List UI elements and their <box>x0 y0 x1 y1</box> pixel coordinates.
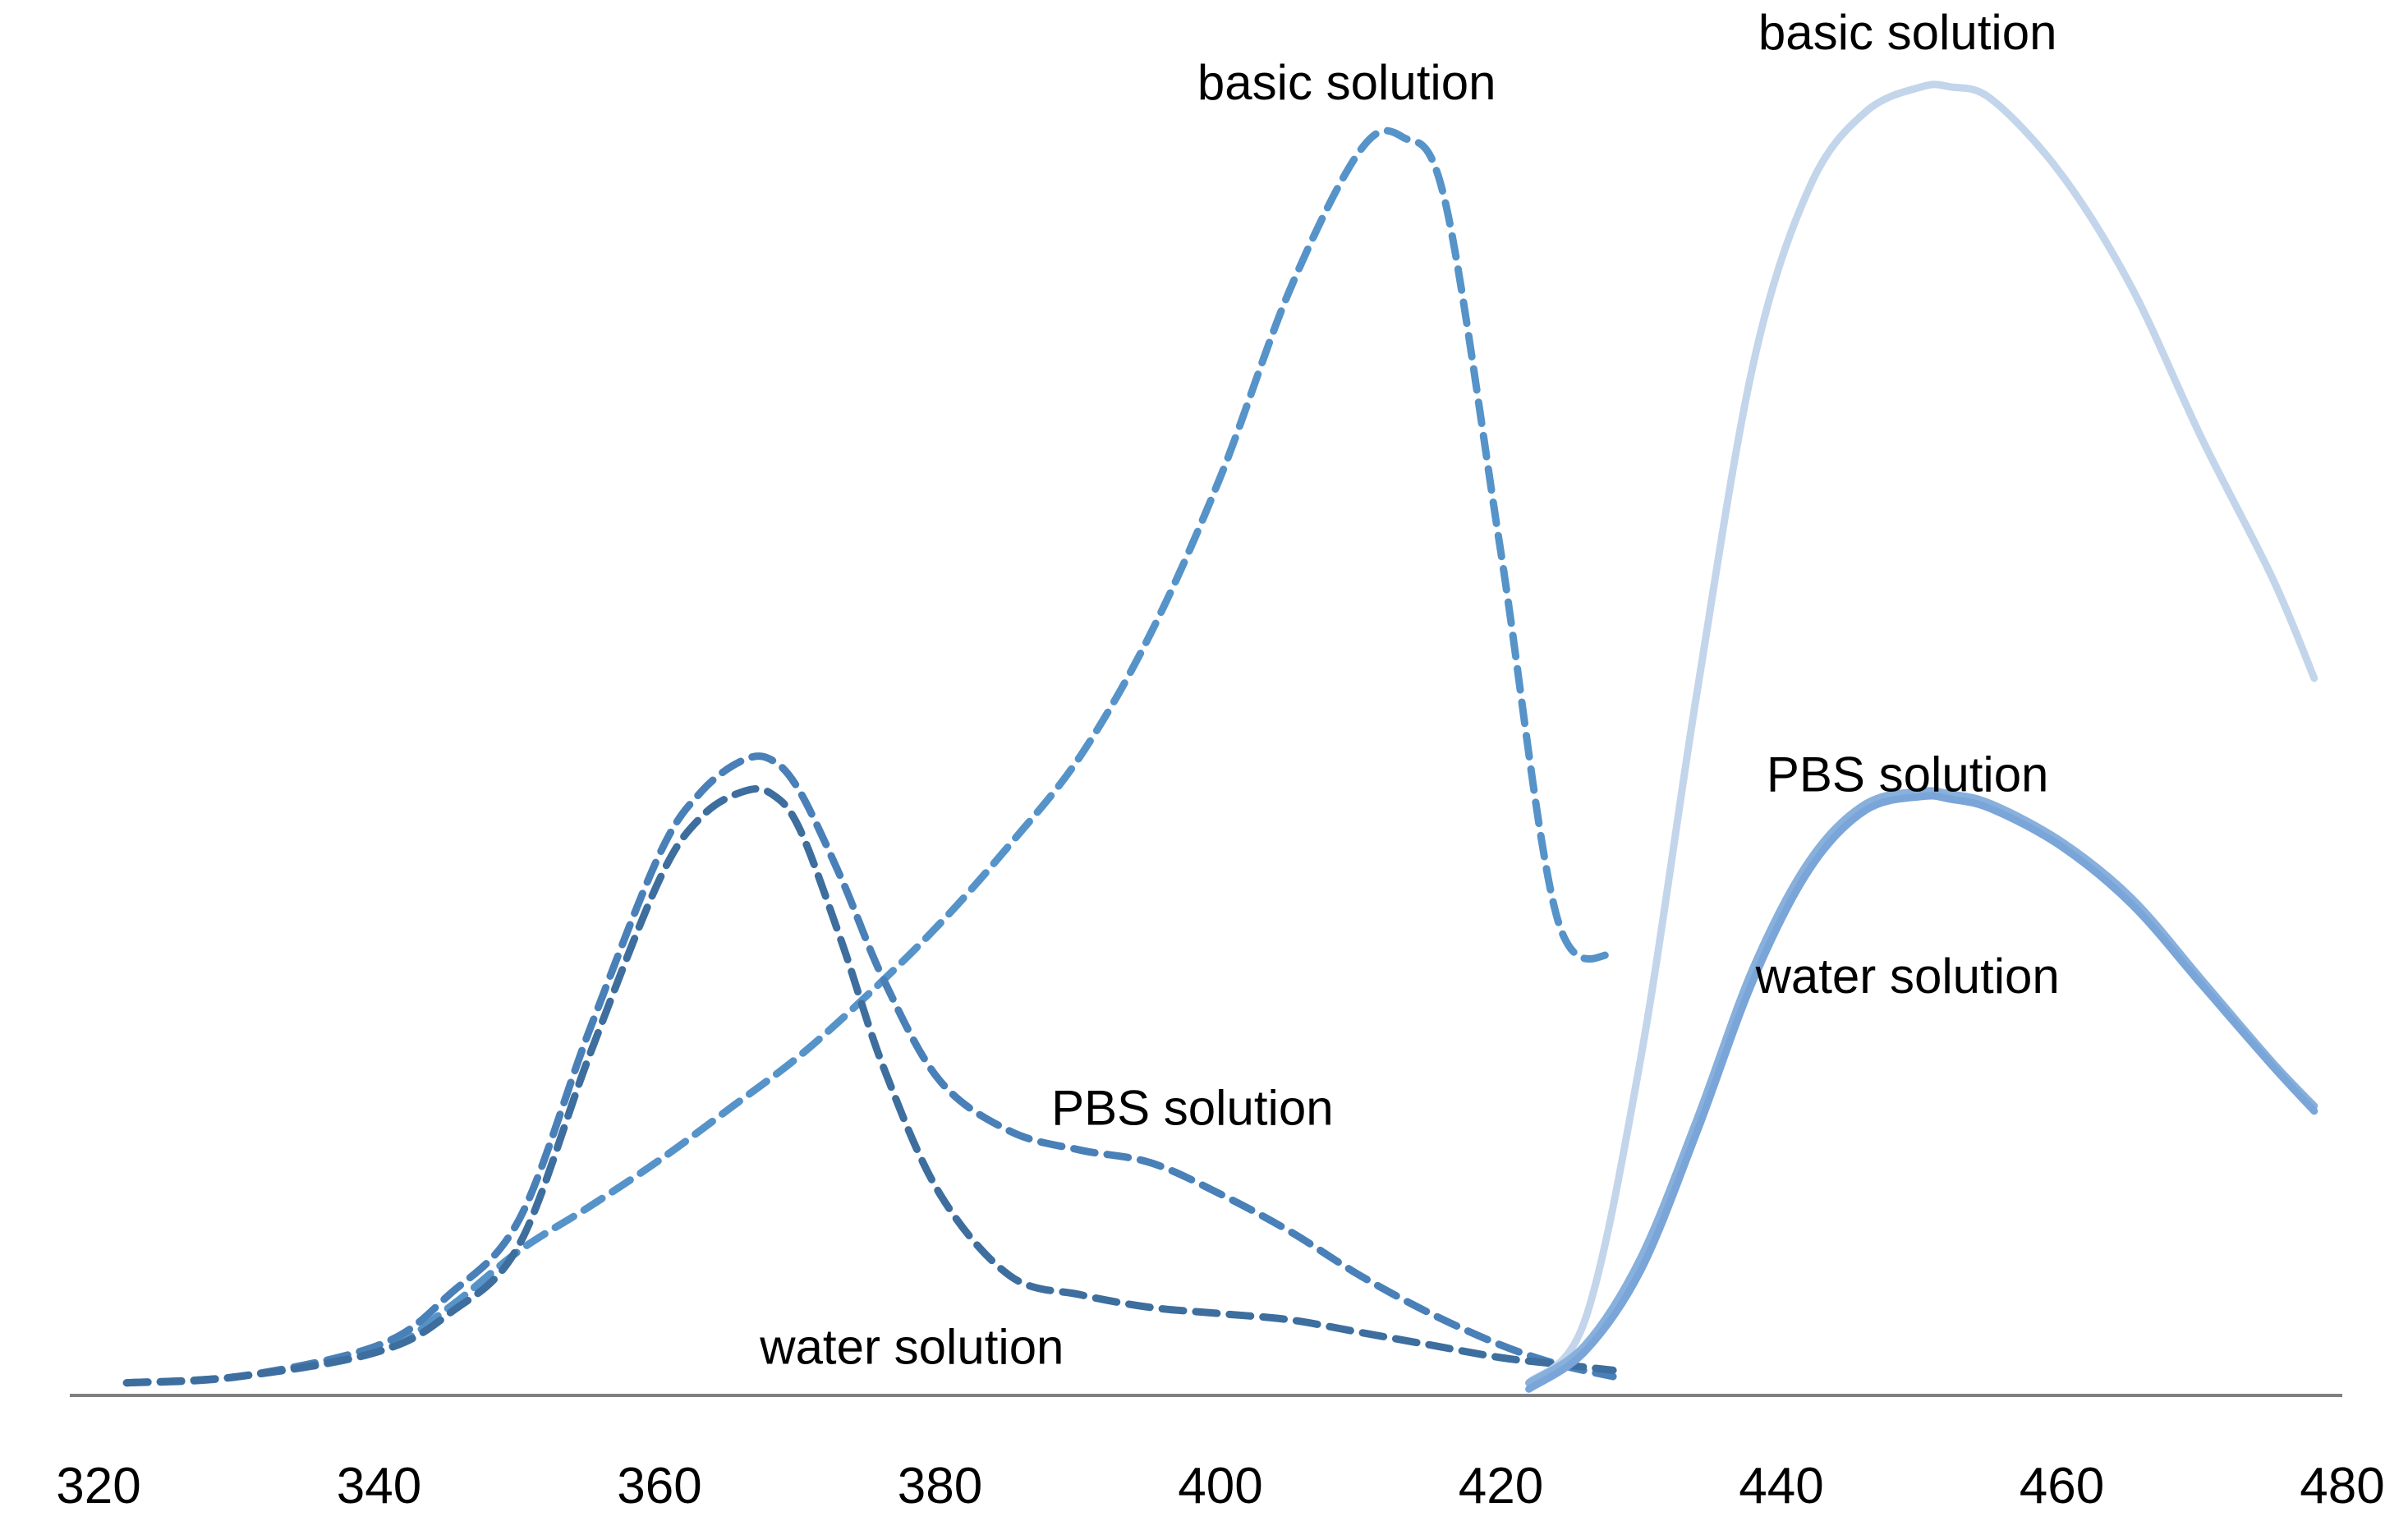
emission-water-solution-line <box>1525 792 2318 1393</box>
emission-pbs-solution-label: PBS solution <box>1767 747 2049 802</box>
x-tick-label-460: 460 <box>2020 1458 2104 1515</box>
x-tick-label-360: 360 <box>617 1458 701 1515</box>
excitation-water-solution-label: water solution <box>759 1320 1064 1375</box>
series-layer <box>122 80 2318 1393</box>
x-tick-label-340: 340 <box>337 1458 421 1515</box>
x-axis-tick-labels: 320 340 360 380 400 420 440 460 480 <box>56 1458 2384 1515</box>
excitation-pbs-solution-label: PBS solution <box>1051 1081 1334 1136</box>
x-tick-label-480: 480 <box>2300 1458 2384 1515</box>
x-tick-label-400: 400 <box>1178 1458 1262 1515</box>
series-labels: basic solution PBS solution water solution… <box>759 5 2060 1375</box>
excitation-basic-solution-label: basic solution <box>1197 55 1496 110</box>
excitation-water-solution-line <box>122 785 1617 1387</box>
x-tick-label-440: 440 <box>1739 1458 1823 1515</box>
excitation-pbs-solution-line <box>122 752 1617 1387</box>
emission-pbs-solution-line <box>1525 787 2318 1387</box>
emission-basic-solution-label: basic solution <box>1758 5 2057 60</box>
x-tick-label-420: 420 <box>1459 1458 1543 1515</box>
x-tick-label-380: 380 <box>898 1458 982 1515</box>
emission-water-solution-label: water solution <box>1755 949 2060 1004</box>
excitation-basic-solution-line <box>122 126 1617 1387</box>
emission-basic-solution-line <box>1525 80 2318 1387</box>
x-tick-label-320: 320 <box>56 1458 140 1515</box>
